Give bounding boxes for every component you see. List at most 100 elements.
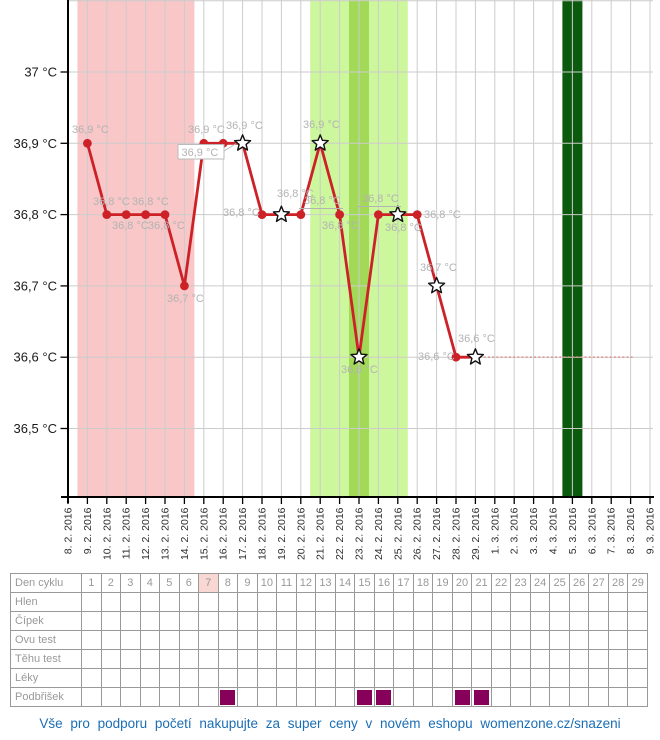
day-cell[interactable] bbox=[549, 668, 570, 688]
day-cell[interactable] bbox=[295, 611, 317, 631]
day-cell[interactable] bbox=[334, 687, 356, 707]
day-cell[interactable] bbox=[627, 630, 648, 650]
day-cell[interactable] bbox=[159, 668, 180, 688]
day-cell[interactable] bbox=[120, 649, 141, 669]
day-cell[interactable] bbox=[139, 687, 161, 707]
day-cell[interactable] bbox=[373, 649, 395, 669]
data-point-star[interactable] bbox=[389, 205, 407, 223]
day-cell[interactable]: 28 bbox=[607, 573, 629, 593]
day-cell[interactable]: 19 bbox=[432, 573, 453, 593]
day-cell[interactable] bbox=[568, 592, 590, 612]
day-cell[interactable] bbox=[510, 668, 531, 688]
day-cell[interactable] bbox=[81, 611, 102, 631]
day-cell[interactable]: 6 bbox=[178, 573, 200, 593]
day-cell[interactable] bbox=[178, 611, 200, 631]
day-cell[interactable] bbox=[120, 630, 141, 650]
data-point-dot[interactable] bbox=[257, 210, 267, 220]
day-cell[interactable]: 26 bbox=[568, 573, 590, 593]
day-cell[interactable]: 1 bbox=[81, 573, 102, 593]
day-cell[interactable] bbox=[568, 668, 590, 688]
day-cell[interactable] bbox=[159, 611, 180, 631]
day-cell[interactable] bbox=[217, 687, 239, 707]
day-cell[interactable]: 14 bbox=[334, 573, 356, 593]
day-cell[interactable] bbox=[256, 687, 278, 707]
day-cell[interactable]: 12 bbox=[295, 573, 317, 593]
day-cell[interactable] bbox=[549, 592, 570, 612]
day-cell[interactable] bbox=[471, 668, 492, 688]
day-cell[interactable] bbox=[315, 668, 336, 688]
day-cell[interactable] bbox=[139, 649, 161, 669]
day-cell[interactable]: 10 bbox=[256, 573, 278, 593]
day-cell[interactable] bbox=[412, 611, 434, 631]
day-cell[interactable] bbox=[354, 687, 375, 707]
day-cell[interactable] bbox=[315, 687, 336, 707]
day-cell[interactable] bbox=[393, 687, 414, 707]
day-cell[interactable] bbox=[607, 687, 629, 707]
day-cell[interactable] bbox=[490, 687, 512, 707]
day-cell[interactable] bbox=[139, 611, 161, 631]
day-cell[interactable] bbox=[81, 592, 102, 612]
day-cell[interactable] bbox=[198, 630, 219, 650]
day-cell[interactable]: 4 bbox=[139, 573, 161, 593]
day-cell[interactable] bbox=[276, 630, 297, 650]
data-point-dot[interactable] bbox=[121, 210, 131, 220]
day-cell[interactable] bbox=[139, 592, 161, 612]
day-cell[interactable] bbox=[256, 611, 278, 631]
day-cell[interactable] bbox=[549, 630, 570, 650]
day-cell[interactable] bbox=[334, 649, 356, 669]
day-cell[interactable] bbox=[354, 668, 375, 688]
day-cell[interactable] bbox=[217, 649, 239, 669]
data-point-dot[interactable] bbox=[141, 210, 151, 220]
day-cell[interactable] bbox=[432, 668, 453, 688]
data-point-dot[interactable] bbox=[296, 210, 306, 220]
day-cell[interactable] bbox=[256, 592, 278, 612]
data-point-dot[interactable] bbox=[160, 210, 170, 220]
day-cell[interactable]: 24 bbox=[529, 573, 551, 593]
day-cell[interactable] bbox=[471, 630, 492, 650]
day-cell[interactable] bbox=[237, 611, 258, 631]
day-cell[interactable] bbox=[432, 687, 453, 707]
day-cell[interactable]: 11 bbox=[276, 573, 297, 593]
day-cell[interactable] bbox=[549, 649, 570, 669]
day-cell[interactable] bbox=[373, 630, 395, 650]
data-point-star[interactable] bbox=[466, 348, 485, 365]
day-cell[interactable] bbox=[490, 649, 512, 669]
day-cell[interactable] bbox=[81, 630, 102, 650]
day-cell[interactable] bbox=[217, 592, 239, 612]
day-cell[interactable] bbox=[295, 687, 317, 707]
day-cell[interactable] bbox=[178, 668, 200, 688]
day-cell[interactable] bbox=[81, 649, 102, 669]
day-cell[interactable] bbox=[198, 668, 219, 688]
day-cell[interactable] bbox=[451, 611, 473, 631]
day-cell[interactable] bbox=[373, 592, 395, 612]
day-cell[interactable] bbox=[334, 611, 356, 631]
data-point-dot[interactable] bbox=[83, 138, 92, 148]
day-cell[interactable] bbox=[276, 649, 297, 669]
day-cell[interactable] bbox=[276, 687, 297, 707]
day-cell[interactable] bbox=[217, 611, 239, 631]
day-cell[interactable] bbox=[432, 611, 453, 631]
day-cell[interactable] bbox=[412, 592, 434, 612]
day-cell[interactable] bbox=[529, 611, 551, 631]
day-cell[interactable] bbox=[354, 592, 375, 612]
data-point-dot[interactable] bbox=[102, 210, 112, 220]
day-cell[interactable] bbox=[354, 611, 375, 631]
day-cell[interactable] bbox=[607, 592, 629, 612]
day-cell[interactable] bbox=[471, 592, 492, 612]
day-cell[interactable] bbox=[100, 611, 122, 631]
day-cell[interactable]: 22 bbox=[490, 573, 512, 593]
day-cell[interactable] bbox=[432, 649, 453, 669]
day-cell[interactable] bbox=[471, 611, 492, 631]
day-cell[interactable] bbox=[159, 592, 180, 612]
day-cell[interactable]: 27 bbox=[588, 573, 609, 593]
day-cell[interactable] bbox=[393, 592, 414, 612]
day-cell[interactable] bbox=[237, 649, 258, 669]
day-cell[interactable] bbox=[100, 687, 122, 707]
day-cell[interactable] bbox=[178, 649, 200, 669]
day-cell[interactable] bbox=[607, 630, 629, 650]
day-cell-current[interactable]: 7 bbox=[198, 573, 219, 593]
day-cell[interactable] bbox=[315, 649, 336, 669]
day-cell[interactable] bbox=[100, 630, 122, 650]
day-cell[interactable] bbox=[607, 611, 629, 631]
day-cell[interactable] bbox=[432, 592, 453, 612]
